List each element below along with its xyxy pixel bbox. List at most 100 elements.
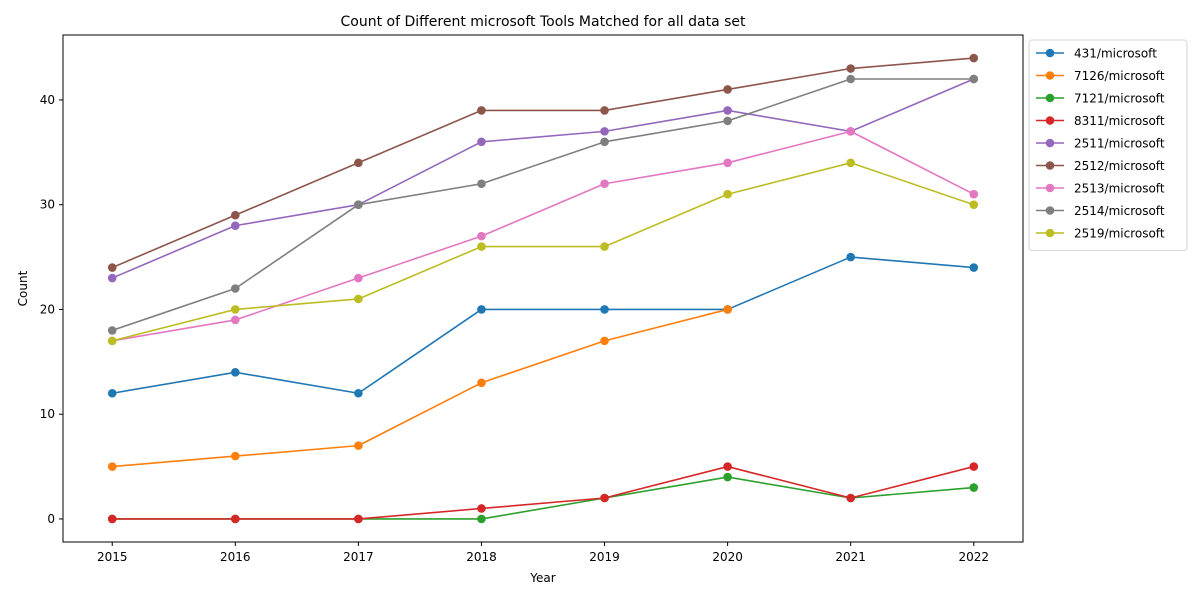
series-8 <box>107 158 979 346</box>
data-point <box>723 305 732 314</box>
data-point <box>969 74 979 84</box>
x-tick-label: 2015 <box>97 550 128 564</box>
legend-entry: 2511/microsoft <box>1036 137 1165 151</box>
legend-label: 2514/microsoft <box>1074 204 1165 218</box>
legend-entry: 2513/microsoft <box>1036 182 1165 196</box>
y-tick-label: 20 <box>40 302 55 316</box>
data-point <box>231 514 240 524</box>
data-point <box>723 85 732 94</box>
data-point <box>354 441 363 450</box>
data-point <box>723 116 732 126</box>
data-point <box>723 189 732 199</box>
data-point <box>477 514 486 524</box>
series-line <box>112 308 728 468</box>
legend-marker <box>1045 161 1055 170</box>
data-point <box>107 263 117 272</box>
data-point <box>846 74 855 84</box>
legend: 431/microsoft 7126/microsoft 7121/microsof… <box>1028 39 1188 251</box>
data-point <box>354 388 363 398</box>
series-1 <box>107 305 732 471</box>
data-point <box>107 336 117 346</box>
legend-marker <box>1045 206 1055 215</box>
y-tick-label: 10 <box>40 407 55 421</box>
series-6 <box>107 127 979 346</box>
legend-label: 2519/microsoft <box>1074 227 1165 241</box>
data-point <box>600 127 609 136</box>
series-line <box>111 78 974 332</box>
data-point <box>969 483 979 492</box>
data-point <box>354 158 363 168</box>
legend-entry: 2514/microsoft <box>1036 204 1165 218</box>
legend-label: 7126/microsoft <box>1074 69 1165 83</box>
data-point <box>231 284 240 293</box>
legend-entry: 7121/microsoft <box>1036 92 1165 106</box>
y-tick-label: 40 <box>40 93 55 107</box>
data-point <box>107 388 117 398</box>
data-point <box>846 158 855 168</box>
data-point <box>600 242 609 251</box>
legend-entry: 7126/microsoft <box>1036 69 1165 83</box>
series-line <box>112 161 975 342</box>
data-point <box>231 210 240 220</box>
series-layer <box>107 53 979 524</box>
data-point <box>969 263 979 272</box>
x-tick-label: 2020 <box>712 550 743 564</box>
data-point <box>477 378 486 388</box>
legend-label: 7121/microsoft <box>1074 92 1165 106</box>
legend-marker <box>1045 138 1055 148</box>
series-line <box>111 57 974 269</box>
data-point <box>107 273 117 283</box>
legend-marker <box>1045 93 1055 103</box>
series-3 <box>107 462 979 524</box>
x-axis: 2015 2016 2017 2018 2019 2020 2021 2022 <box>97 542 989 564</box>
legend-label: 431/microsoft <box>1074 47 1157 61</box>
legend-label: 2512/microsoft <box>1074 159 1165 173</box>
series-line <box>112 465 974 520</box>
x-tick-label: 2017 <box>343 550 374 564</box>
series-line <box>111 78 975 279</box>
data-point <box>723 462 732 471</box>
data-point <box>969 189 979 199</box>
plot-frame <box>62 34 1024 543</box>
data-point <box>477 179 486 189</box>
x-axis-label: Year <box>529 571 555 585</box>
data-point <box>231 221 240 230</box>
data-point <box>107 326 117 335</box>
chart-title: Count of Different microsoft Tools Match… <box>341 14 746 30</box>
data-point <box>846 493 855 503</box>
y-axis: 0 10 20 30 40 <box>40 93 63 526</box>
data-point <box>231 451 240 461</box>
series-7 <box>107 74 979 335</box>
data-point <box>231 305 240 314</box>
data-point <box>846 127 855 136</box>
y-axis-label: Count <box>16 270 30 306</box>
data-point <box>723 472 732 482</box>
data-point <box>600 106 609 115</box>
data-point <box>600 493 609 503</box>
data-point <box>477 504 486 513</box>
legend-marker <box>1045 228 1055 238</box>
data-point <box>354 200 363 209</box>
x-tick-label: 2022 <box>958 550 989 564</box>
legend-marker <box>1045 116 1055 125</box>
legend-marker <box>1045 183 1055 193</box>
legend-entry: 431/microsoft <box>1036 47 1157 61</box>
data-point <box>107 514 117 524</box>
data-point <box>354 294 363 304</box>
data-point <box>600 336 609 346</box>
legend-label: 2511/microsoft <box>1074 137 1165 151</box>
series-5 <box>107 53 979 272</box>
data-point <box>354 514 363 524</box>
data-point <box>354 273 363 283</box>
data-point <box>600 179 609 189</box>
legend-label: 2513/microsoft <box>1074 182 1165 196</box>
x-tick-label: 2019 <box>589 550 620 564</box>
y-tick-label: 30 <box>40 198 55 212</box>
y-tick-label: 0 <box>47 512 55 526</box>
legend-marker <box>1045 48 1055 58</box>
data-point <box>969 200 979 209</box>
x-tick-label: 2021 <box>835 550 866 564</box>
legend-marker <box>1045 71 1055 80</box>
legend-entry: 2512/microsoft <box>1036 159 1165 173</box>
